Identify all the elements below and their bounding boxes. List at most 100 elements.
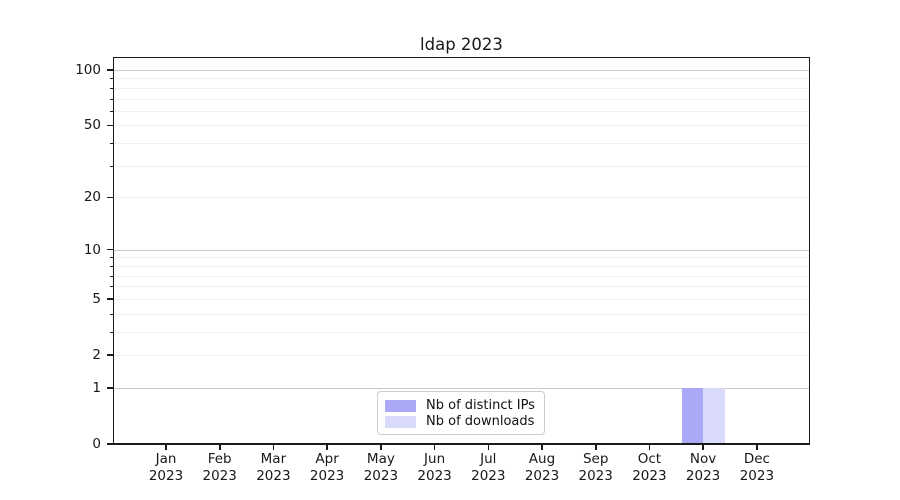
x-tick	[326, 445, 328, 450]
y-gridline-minor	[114, 197, 809, 199]
y-tick-label: 10	[83, 241, 101, 258]
y-tick-label: 50	[83, 117, 101, 134]
x-tick	[595, 445, 597, 450]
x-tick	[165, 445, 167, 450]
y-tick-minor	[109, 275, 113, 277]
y-tick	[106, 298, 113, 300]
x-tick	[380, 445, 382, 450]
y-tick-label: 0	[92, 436, 101, 452]
legend-label: Nb of distinct IPs	[426, 398, 535, 413]
x-tick	[541, 445, 543, 450]
x-tick-label-year: 2023	[578, 468, 613, 484]
y-gridline-minor	[114, 275, 809, 277]
x-tick-label: Jul 2023	[471, 451, 505, 485]
y-gridline-minor	[114, 110, 809, 112]
plot-area	[113, 57, 810, 445]
x-tick-label: Nov 2023	[686, 451, 720, 485]
y-gridline-minor	[114, 143, 809, 145]
y-tick	[106, 196, 113, 198]
x-tick-label: Aug 2023	[525, 451, 559, 485]
y-tick	[106, 124, 113, 127]
x-tick-label-month: Jul	[480, 451, 497, 467]
x-tick-label-month: Nov	[689, 451, 717, 467]
legend-swatch-nb-of-distinct-ips	[385, 399, 416, 412]
legend-label: Nb of downloads	[426, 414, 535, 429]
y-tick-label: 100	[75, 62, 101, 78]
x-tick	[272, 445, 275, 450]
legend-swatch-nb-of-downloads	[385, 415, 416, 428]
x-tick-label-year: 2023	[256, 468, 291, 484]
x-tick	[756, 445, 758, 450]
x-tick-label-year: 2023	[632, 468, 667, 484]
y-gridline-minor	[114, 355, 809, 356]
x-tick-label-year: 2023	[417, 468, 452, 484]
x-tick-label-month: Aug	[528, 451, 556, 467]
y-tick	[106, 354, 113, 356]
y-tick-label: 5	[92, 290, 101, 307]
y-gridline-minor	[114, 257, 809, 259]
y-tick-minor	[109, 78, 113, 80]
chart-title: ldap 2023	[420, 35, 503, 54]
y-gridline-major	[114, 387, 809, 389]
y-tick	[106, 248, 113, 251]
x-tick-label-month: Jan	[155, 451, 177, 467]
x-tick	[487, 445, 489, 450]
y-tick-label: 2	[92, 347, 101, 363]
x-tick	[702, 445, 704, 450]
legend-row: Nb of downloads	[385, 414, 536, 429]
x-tick-label-year: 2023	[739, 468, 775, 484]
y-gridline-minor	[114, 87, 809, 89]
y-tick-minor	[109, 165, 113, 167]
x-tick-label: Jun 2023	[417, 451, 451, 485]
y-tick-minor	[109, 257, 113, 259]
y-tick-minor	[109, 313, 113, 315]
y-gridline-minor	[114, 286, 809, 288]
x-tick-label-month: May	[366, 451, 395, 467]
y-tick-minor	[109, 331, 113, 333]
y-gridline-major	[114, 70, 809, 71]
x-tick-label-year: 2023	[524, 468, 560, 484]
x-tick-label: Feb 2023	[203, 451, 237, 485]
y-tick-minor	[109, 110, 113, 112]
bar-nb-of-distinct-ips	[681, 387, 704, 443]
x-tick-label-month: Sep	[582, 451, 609, 467]
x-tick	[648, 445, 651, 450]
legend-row: Nb of distinct IPs	[385, 398, 536, 413]
y-gridline-minor	[114, 265, 809, 267]
x-tick-label-year: 2023	[309, 468, 345, 484]
y-tick-minor	[109, 98, 113, 100]
x-tick-label: Apr 2023	[310, 451, 344, 485]
legend: Nb of distinct IPs Nb of downloads	[377, 391, 545, 435]
x-tick-label-year: 2023	[471, 468, 506, 484]
y-tick	[106, 443, 113, 445]
y-gridline-minor	[114, 125, 809, 127]
y-gridline-minor	[114, 298, 809, 300]
x-tick-label-year: 2023	[363, 468, 399, 484]
y-tick-label: 1	[92, 379, 101, 396]
x-tick-label-month: Apr	[315, 451, 339, 467]
y-gridline-major	[114, 249, 809, 251]
y-gridline-minor	[114, 331, 809, 333]
y-gridline-minor	[114, 78, 809, 80]
x-tick-label: Jan 2023	[149, 451, 183, 485]
y-tick-minor	[109, 265, 113, 267]
y-tick-minor	[109, 143, 113, 145]
x-tick-label: Dec 2023	[740, 451, 774, 485]
y-tick	[106, 69, 113, 71]
y-tick	[106, 387, 113, 389]
x-tick-label-month: Jun	[424, 451, 446, 467]
y-tick-label: 20	[83, 189, 101, 206]
x-tick-label-year: 2023	[685, 468, 721, 484]
x-tick-label-month: Oct	[637, 451, 662, 467]
y-gridline-minor	[114, 313, 809, 315]
x-tick-label-year: 2023	[202, 468, 237, 484]
x-tick-label: Sep 2023	[579, 451, 613, 485]
y-gridline-minor	[114, 165, 809, 167]
x-tick-label-year: 2023	[148, 468, 184, 484]
x-tick-label-month: Dec	[743, 451, 770, 467]
x-tick-label: Oct 2023	[632, 451, 666, 485]
y-gridline-minor	[114, 98, 809, 100]
x-tick-label: Mar 2023	[256, 451, 290, 485]
y-tick-minor	[109, 87, 113, 89]
